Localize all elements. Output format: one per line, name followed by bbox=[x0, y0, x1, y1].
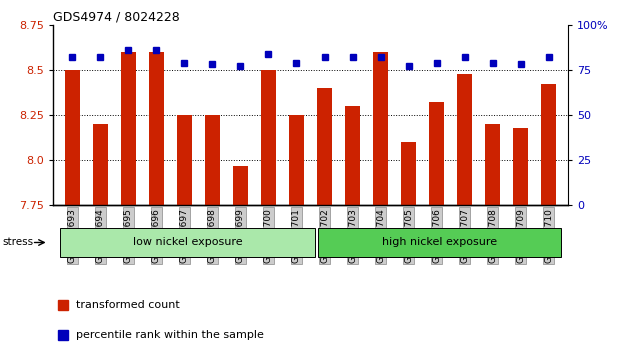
Bar bbox=[65, 70, 80, 205]
Text: transformed count: transformed count bbox=[76, 299, 179, 310]
Bar bbox=[401, 142, 416, 205]
Bar bbox=[60, 228, 315, 257]
Text: low nickel exposure: low nickel exposure bbox=[133, 238, 243, 247]
Bar bbox=[93, 124, 108, 205]
Text: stress: stress bbox=[2, 238, 34, 247]
Bar bbox=[177, 115, 192, 205]
Bar bbox=[318, 228, 561, 257]
Bar bbox=[317, 88, 332, 205]
Text: GDS4974 / 8024228: GDS4974 / 8024228 bbox=[53, 11, 179, 24]
Bar bbox=[289, 115, 304, 205]
Bar bbox=[148, 52, 164, 205]
Text: percentile rank within the sample: percentile rank within the sample bbox=[76, 330, 264, 339]
Bar bbox=[541, 84, 556, 205]
Bar bbox=[233, 166, 248, 205]
Bar bbox=[513, 128, 528, 205]
Bar bbox=[373, 52, 388, 205]
Text: high nickel exposure: high nickel exposure bbox=[382, 238, 497, 247]
Bar bbox=[345, 106, 360, 205]
Bar bbox=[205, 115, 220, 205]
Bar bbox=[457, 74, 473, 205]
Bar bbox=[485, 124, 501, 205]
Bar bbox=[120, 52, 136, 205]
Bar bbox=[261, 70, 276, 205]
Bar bbox=[429, 102, 444, 205]
